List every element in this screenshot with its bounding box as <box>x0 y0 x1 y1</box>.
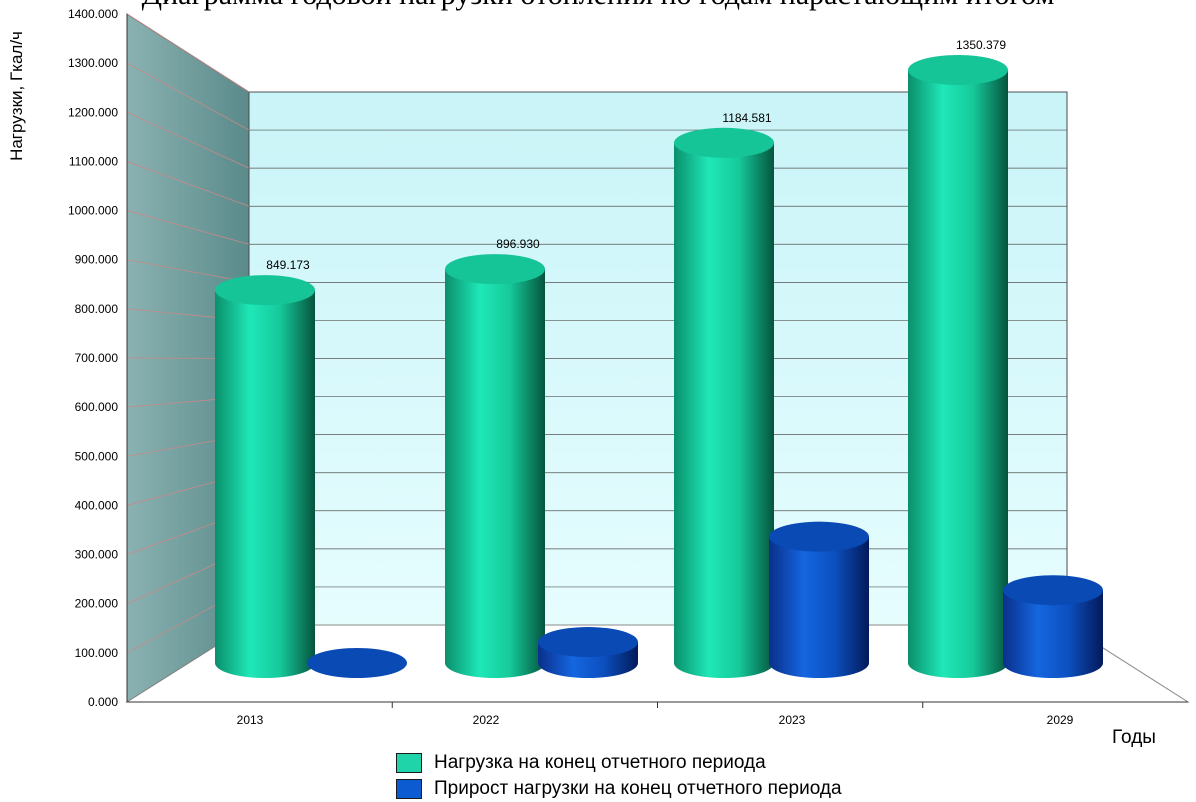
data-label: 1350.379 <box>956 38 1006 52</box>
legend-item-series-2[interactable]: Прирост нагрузки на конец отчетного пери… <box>396 776 842 802</box>
bar-series-1-top <box>908 55 1008 85</box>
legend-label-series-2: Прирост нагрузки на конец отчетного пери… <box>434 778 842 799</box>
y-tick-label: 1100.000 <box>69 154 118 168</box>
bar-series-2-body <box>769 536 869 678</box>
y-axis-title: Нагрузки, Гкал/ч <box>7 31 26 161</box>
data-label: 1184.581 <box>722 111 771 125</box>
y-tick-label: 0.000 <box>88 695 118 709</box>
bar-series-2 <box>307 648 407 678</box>
y-tick-label: 1400.000 <box>68 7 118 21</box>
x-axis-title: Годы <box>1112 727 1156 748</box>
y-tick-label: 200.000 <box>75 597 119 611</box>
bar-series-2 <box>769 521 869 678</box>
legend-label-series-1: Нагрузка на конец отчетного периода <box>434 752 766 773</box>
x-tick-label: 2029 <box>1047 713 1074 727</box>
y-tick-label: 100.000 <box>75 646 119 660</box>
y-tick-label: 600.000 <box>75 400 119 414</box>
bar-series-1-body <box>445 269 545 678</box>
gridline-side <box>126 210 250 245</box>
bar-series-1-body <box>215 290 315 678</box>
y-tick-label: 800.000 <box>75 302 119 316</box>
bar-series-1 <box>674 127 774 678</box>
x-tick-label: 2013 <box>237 713 264 727</box>
y-tick-label: 700.000 <box>75 351 119 365</box>
bar-series-1-top <box>215 275 315 306</box>
bar-series-2-top <box>769 521 869 552</box>
legend-swatch-series-2 <box>396 779 422 799</box>
gridline-side <box>126 111 250 169</box>
bar-series-1-body <box>908 70 1008 678</box>
legend-item-series-1[interactable]: Нагрузка на конец отчетного периода <box>396 750 842 776</box>
bar-series-1-body <box>674 142 774 678</box>
bar-series-1-top <box>674 127 774 158</box>
y-tick-label: 300.000 <box>75 548 119 562</box>
y-tick-label: 500.000 <box>75 449 119 463</box>
y-tick-label: 400.000 <box>75 498 119 512</box>
data-label: 849.173 <box>266 258 310 272</box>
y-tick-label: 900.000 <box>75 253 119 267</box>
legend: Нагрузка на конец отчетного периода Прир… <box>396 750 842 802</box>
bar-series-2 <box>1003 575 1103 678</box>
bar-series-1-top <box>445 254 545 285</box>
legend-swatch-series-1 <box>396 753 422 773</box>
x-tick-label: 2022 <box>473 713 500 727</box>
bar-series-2-top <box>307 648 407 678</box>
y-tick-label: 1300.000 <box>68 56 118 70</box>
y-tick-label: 1000.000 <box>68 204 118 218</box>
bar-series-2-top <box>1003 575 1103 606</box>
y-tick-label: 1200.000 <box>68 105 118 119</box>
bar-series-2 <box>538 627 638 678</box>
gridline-side <box>126 259 250 283</box>
bar-series-2-top <box>538 627 638 658</box>
bar-series-1 <box>908 55 1008 678</box>
gridline-side <box>126 13 250 93</box>
x-tick-label: 2023 <box>779 713 806 727</box>
gridline-side <box>126 161 250 207</box>
bar-series-2-body <box>1003 590 1103 678</box>
bar-series-1 <box>215 275 315 678</box>
bar-series-1 <box>445 254 545 678</box>
page-header-text: Диаграмма годовой нагрузки отопления по … <box>0 0 1196 12</box>
gridline-side <box>126 62 250 131</box>
data-label: 896.930 <box>496 237 540 251</box>
